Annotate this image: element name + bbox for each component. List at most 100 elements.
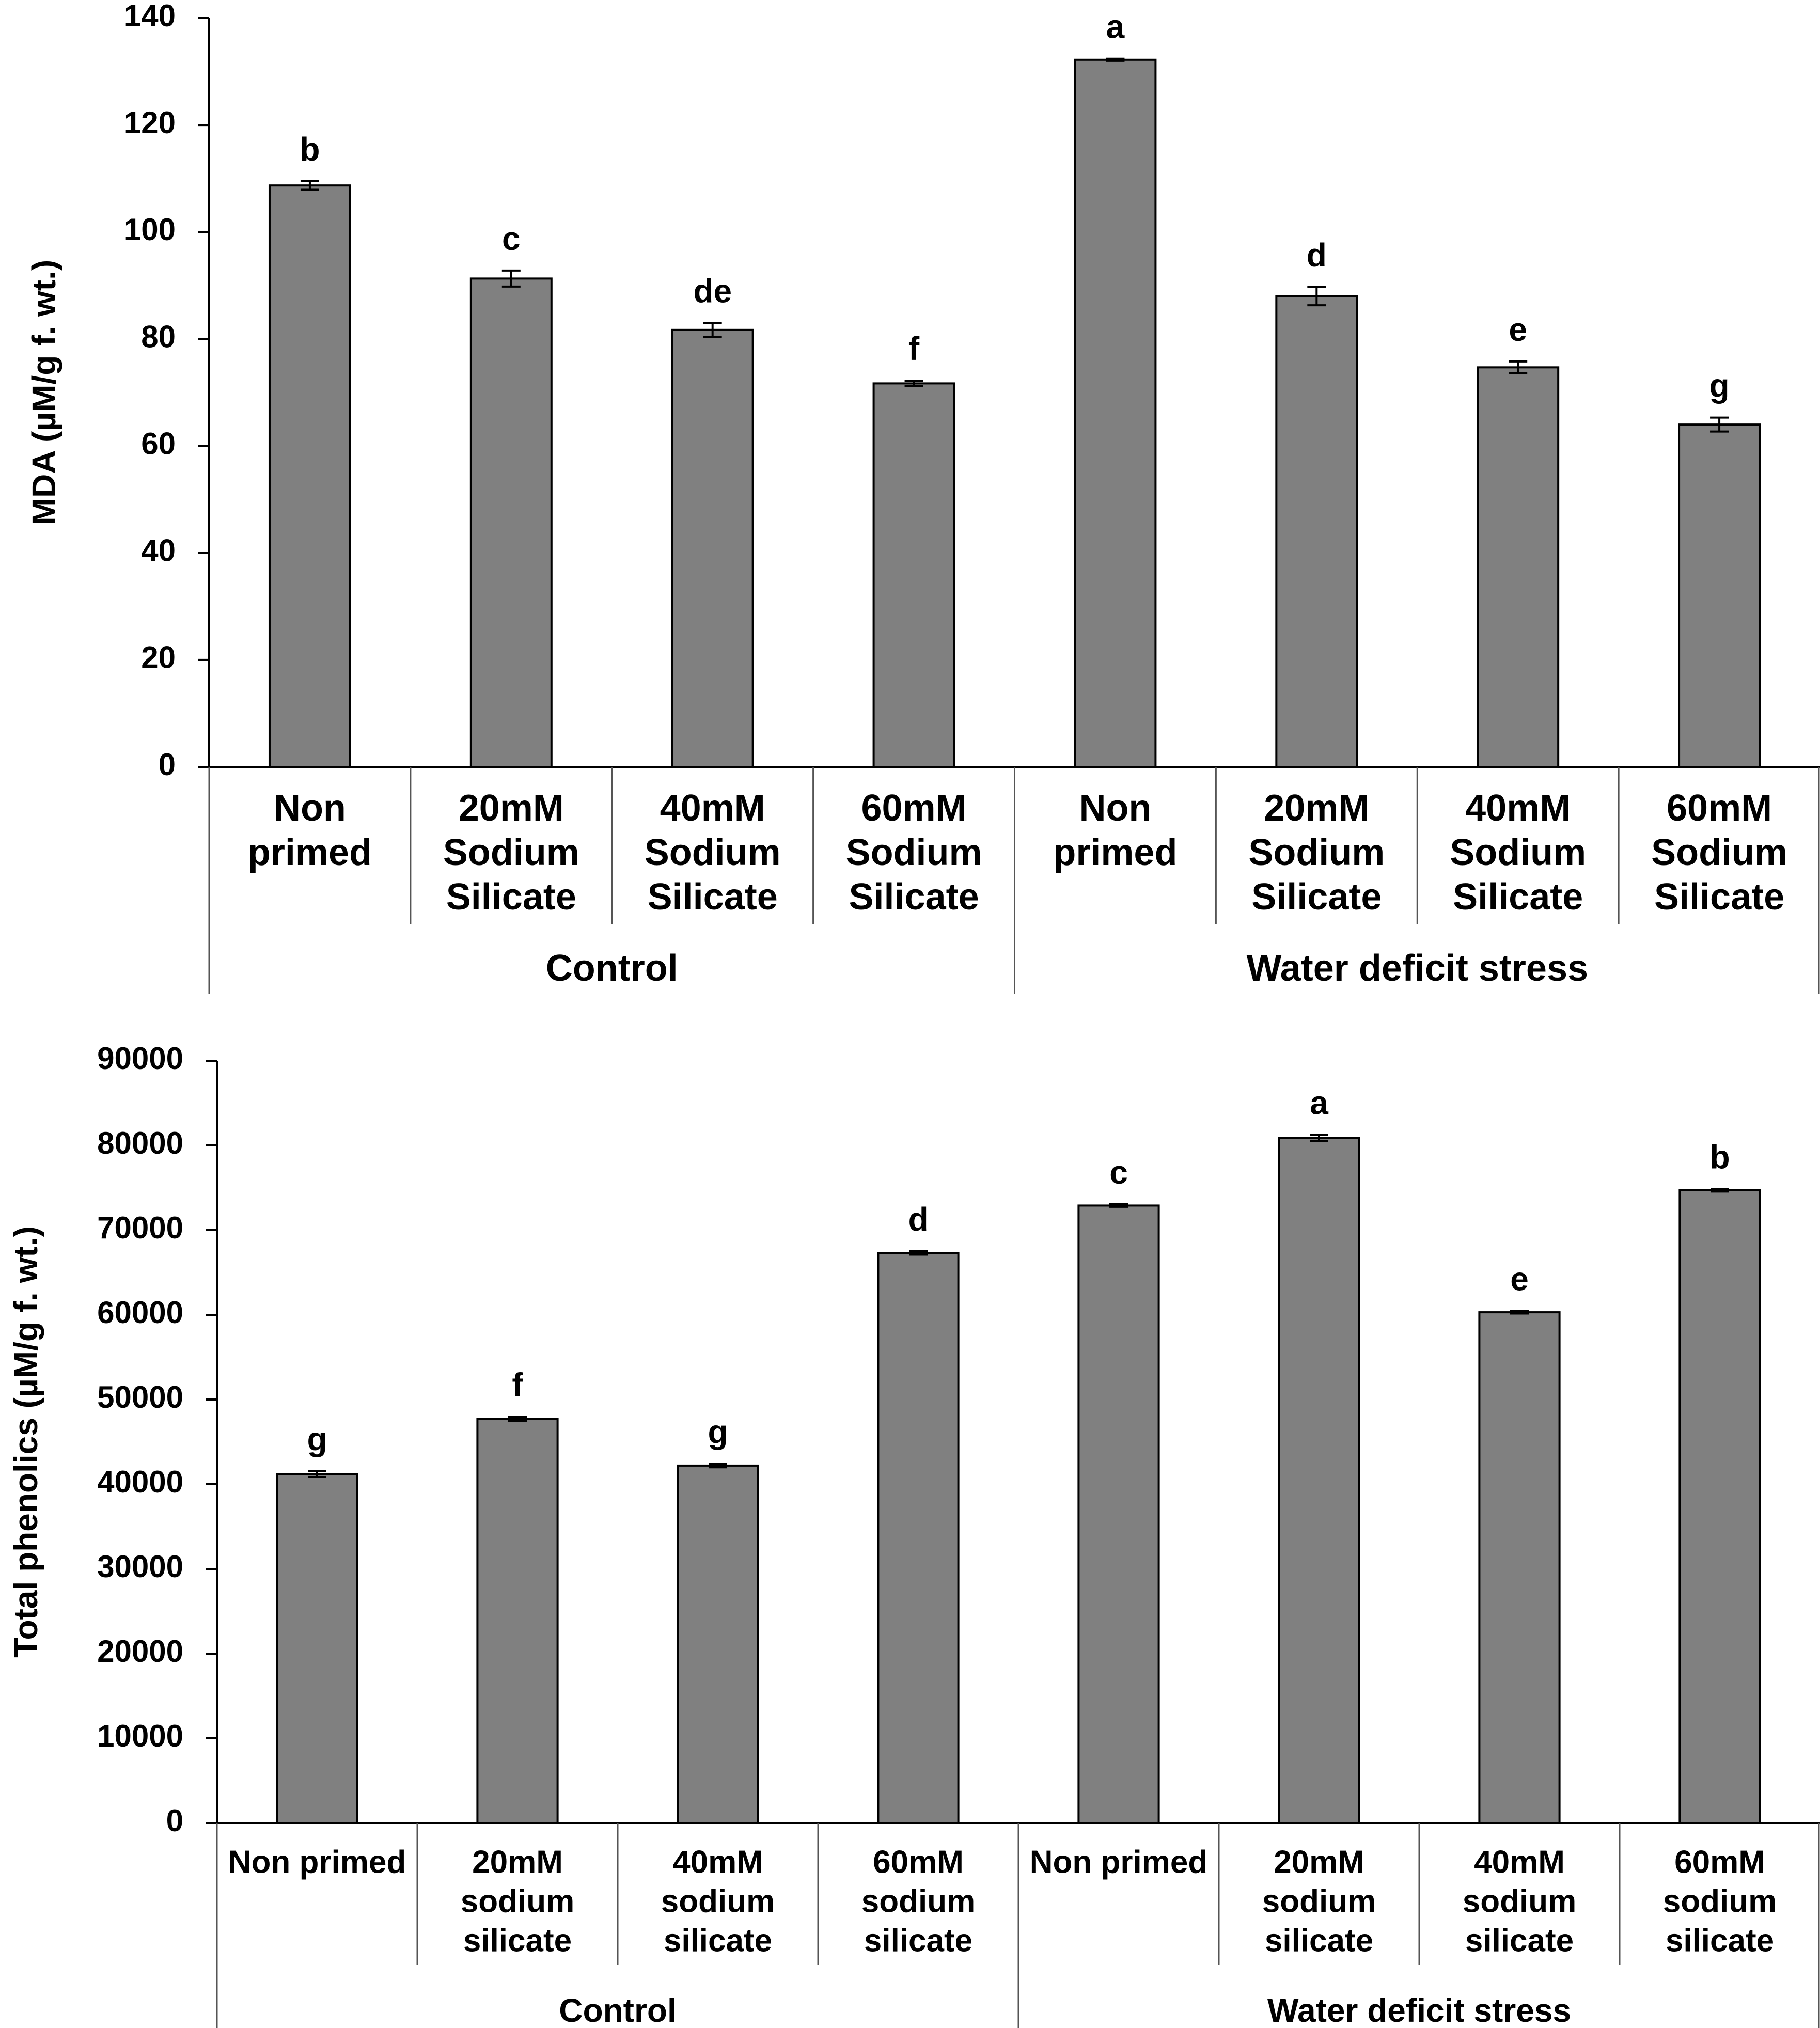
x-tick-label: silicate (664, 1923, 772, 1958)
significance-letter: d (908, 1201, 928, 1238)
x-tick-label: silicate (1465, 1923, 1574, 1958)
x-tick-label: Sodium (645, 832, 781, 873)
significance-letter: c (1109, 1154, 1128, 1191)
x-tick-label: sodium (861, 1883, 975, 1919)
bar (877, 1252, 960, 1824)
y-tick-label: 40 (141, 533, 176, 568)
x-tick-label: sodium (661, 1883, 775, 1919)
bar (872, 382, 955, 768)
bar (276, 1473, 358, 1825)
x-tick-label: Sodium (1651, 832, 1787, 873)
significance-letter: a (1310, 1084, 1328, 1122)
x-tick-label: sodium (461, 1883, 574, 1919)
bar (1678, 423, 1761, 768)
bar (476, 1418, 559, 1824)
x-tick-label: Silicate (1251, 876, 1382, 918)
bar (1478, 1311, 1561, 1825)
total-phenolics-chart: Total phenolics (µM/g f. wt.) 0 10000 20000… (7, 1041, 1820, 2028)
x-tick-label: 40mM (660, 788, 765, 829)
y-tick-label: 80000 (97, 1126, 183, 1160)
group-label: Control (546, 948, 678, 989)
x-tick-label: primed (248, 832, 372, 873)
bar (1074, 58, 1157, 768)
x-tick-label: silicate (1666, 1923, 1774, 1958)
bar (1275, 295, 1358, 768)
group-label: Water deficit stress (1246, 948, 1588, 989)
significance-letter: b (1709, 1138, 1730, 1175)
x-tick-label: 60mM (1667, 788, 1772, 829)
y-tick-label: 70000 (97, 1210, 183, 1245)
significance-letter: e (1510, 1261, 1529, 1298)
y-tick-label: 0 (166, 1803, 183, 1838)
x-tick-label: sodium (1663, 1883, 1777, 1919)
y-axis-label: Total phenolics (µM/g f. wt.) (7, 1226, 44, 1658)
significance-letter: e (1509, 311, 1527, 348)
significance-letter: g (1709, 367, 1730, 404)
y-tick-label: 30000 (97, 1549, 183, 1584)
x-tick-label: Non primed (228, 1844, 406, 1880)
x-tick-label: Silicate (849, 876, 979, 918)
y-tick-label: 0 (159, 747, 176, 782)
y-tick-label: 90000 (97, 1041, 183, 1076)
significance-letter: de (693, 272, 732, 309)
x-tick-label: 20mM (1264, 788, 1369, 829)
bar (671, 328, 754, 768)
x-tick-label: Silicate (648, 876, 778, 918)
x-tick-label: primed (1053, 832, 1177, 873)
x-tick-label: silicate (864, 1923, 972, 1958)
x-tick-label: sodium (1463, 1883, 1576, 1919)
y-tick-label: 100 (124, 212, 176, 247)
x-tick-label: silicate (463, 1923, 572, 1958)
y-tick-label: 120 (124, 105, 176, 140)
significance-letter: d (1307, 237, 1327, 274)
x-tick-label: Sodium (1248, 832, 1385, 873)
x-tick-label: Non (274, 788, 346, 829)
x-tick-label: Sodium (443, 832, 579, 873)
bar (1077, 1204, 1160, 1824)
bar (268, 184, 351, 768)
y-tick-label: 140 (124, 0, 176, 33)
mda-chart: MDA (µM/g f. wt.)020406080100120140bNonp… (25, 0, 1820, 994)
bar (469, 277, 553, 768)
x-tick-label: 60mM (861, 788, 967, 829)
x-tick-label: 20mM (472, 1844, 563, 1880)
bar (677, 1464, 759, 1824)
y-axis-label: MDA (µM/g f. wt.) (25, 260, 62, 525)
bar (1278, 1137, 1360, 1824)
y-tick-label: 50000 (97, 1380, 183, 1414)
significance-letter: a (1106, 8, 1125, 45)
x-tick-label: 40mM (1465, 788, 1571, 829)
x-tick-label: silicate (1265, 1923, 1373, 1958)
y-tick-label: 20 (141, 640, 176, 675)
bar (1477, 366, 1560, 768)
x-tick-label: Sodium (1450, 832, 1586, 873)
y-tick-label: 40000 (97, 1465, 183, 1499)
y-tick-label: 80 (141, 319, 176, 354)
x-tick-label: Silicate (1453, 876, 1583, 918)
y-tick-label: 20000 (97, 1634, 183, 1669)
x-tick-label: Sodium (846, 832, 982, 873)
x-tick-label: Non primed (1030, 1844, 1207, 1880)
significance-letter: c (502, 220, 521, 257)
x-tick-label: sodium (1262, 1883, 1376, 1919)
group-label: Control (559, 1992, 677, 2028)
group-label: Water deficit stress (1267, 1992, 1571, 2028)
x-tick-label: 20mM (1274, 1844, 1364, 1880)
significance-letter: f (512, 1366, 523, 1404)
x-tick-label: 40mM (672, 1844, 763, 1880)
y-tick-label: 60000 (97, 1295, 183, 1330)
significance-letter: g (307, 1421, 327, 1458)
x-tick-label: 20mM (459, 788, 564, 829)
x-tick-label: 40mM (1474, 1844, 1565, 1880)
x-tick-label: 60mM (873, 1844, 964, 1880)
x-tick-label: Silicate (446, 876, 576, 918)
significance-letter: b (300, 131, 320, 168)
x-tick-label: Silicate (1654, 876, 1784, 918)
bar (1678, 1189, 1761, 1824)
x-tick-label: Non (1079, 788, 1151, 829)
y-tick-label: 60 (141, 426, 176, 461)
significance-letter: g (708, 1413, 728, 1451)
x-tick-label: 60mM (1674, 1844, 1765, 1880)
y-tick-label: 10000 (97, 1719, 183, 1753)
